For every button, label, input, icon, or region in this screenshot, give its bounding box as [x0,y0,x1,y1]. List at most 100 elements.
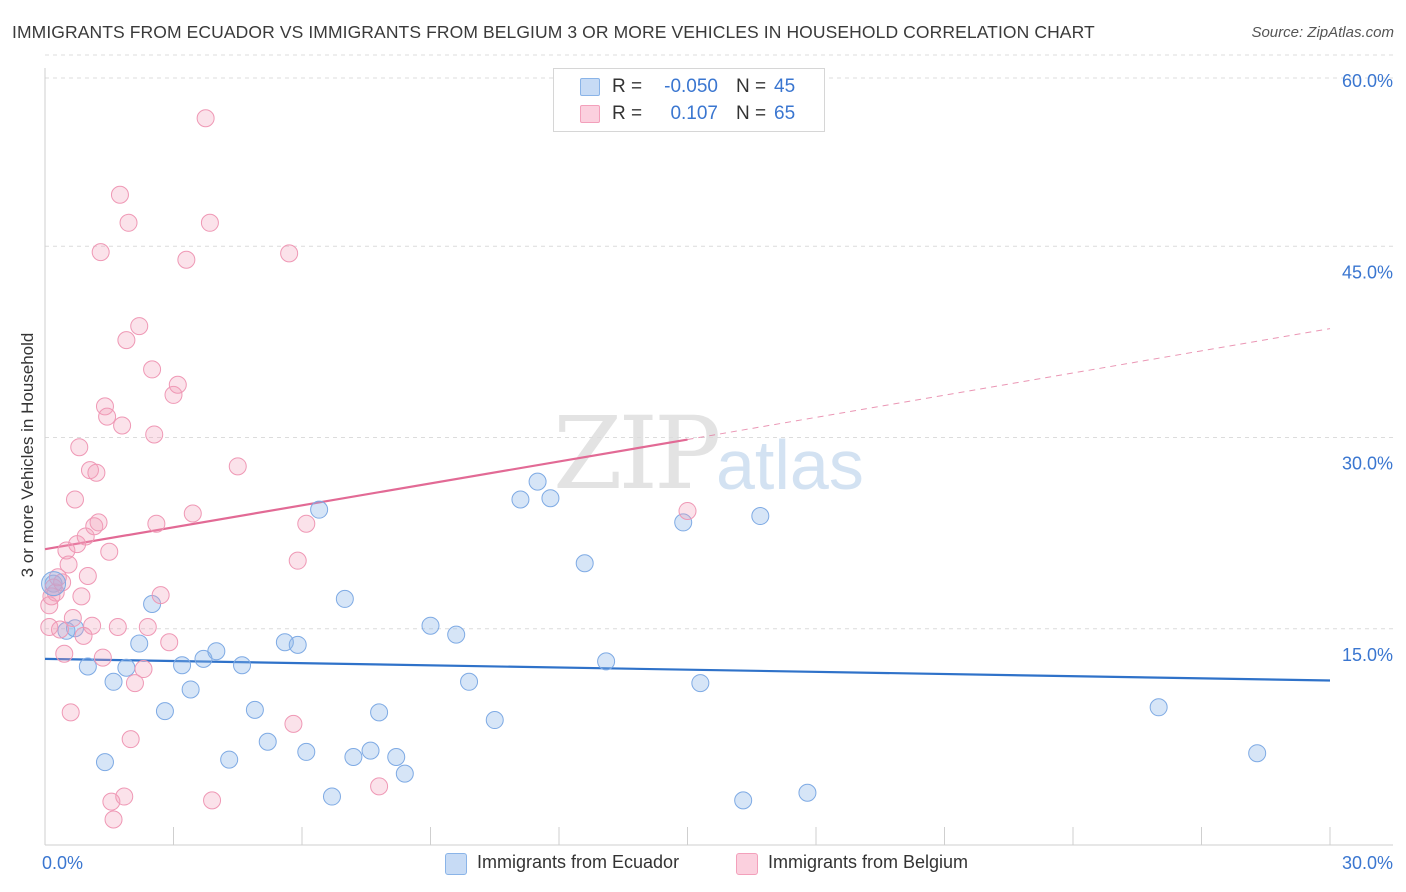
ecuador-point [798,783,817,802]
y-tick-label: 60.0% [1342,71,1393,91]
correlation-legend: R = -0.050 N = 45 R = 0.107 N = 65 [553,68,825,132]
belgium-point [50,620,69,639]
belgium-point [93,648,112,667]
ecuador-legend-label: Immigrants from Ecuador [477,852,680,872]
ecuador-point [78,657,97,676]
y-tick-label: 45.0% [1342,262,1393,282]
belgium-point [104,810,123,829]
belgium-legend-swatch [736,853,758,875]
chart-title: IMMIGRANTS FROM ECUADOR VS IMMIGRANTS FR… [12,22,1095,42]
ecuador-point [674,513,693,532]
belgium-point [91,243,110,262]
ecuador-point [460,672,479,691]
belgium-point [78,566,97,585]
ecuador-point [344,748,363,767]
belgium-point [160,633,179,652]
belgium-point [108,617,127,636]
belgium-point [145,425,164,444]
belgium-point [87,463,106,482]
r-value: 0.107 [670,103,718,124]
r-label: R = [612,103,643,124]
belgium-point [57,541,76,560]
belgium-point [70,438,89,457]
belgium-point [196,109,215,128]
ecuador-point [734,791,753,810]
y-tick-label: 15.0% [1342,645,1393,665]
ecuador-point [207,642,226,661]
ecuador-point [575,554,594,573]
ecuador-point [541,489,560,508]
ecuador-point [181,680,200,699]
ecuador-point [597,652,616,671]
belgium-point [297,514,316,533]
belgium-swatch [580,105,600,123]
belgium-point [288,551,307,570]
ecuador-point [104,672,123,691]
belgium-point [100,542,119,561]
belgium-point [59,555,78,574]
ecuador-point [335,589,354,608]
ecuador-point [310,500,329,519]
belgium-point [119,213,138,232]
ecuador-point [387,748,406,767]
watermark-atlas: atlas [716,426,864,504]
belgium-point [164,385,183,404]
r-label: R = [612,76,643,97]
belgium-point [121,730,140,749]
x-tick-label: 0.0% [42,853,83,873]
ecuador-point [130,634,149,653]
belgium-point [134,660,153,679]
belgium-point [228,457,247,476]
ecuador-point [258,732,277,751]
watermark-zip: ZIP [553,395,721,512]
belgium-point [98,407,117,426]
belgium-point [183,504,202,523]
belgium-point [110,185,129,204]
belgium-trend-line [44,438,688,551]
ecuador-trend-line [44,657,1331,682]
belgium-legend-label: Immigrants from Belgium [768,852,969,872]
n-label: N = [736,103,767,124]
ecuador-point [117,658,136,677]
y-tick-label: 30.0% [1342,454,1393,474]
belgium-point [113,416,132,435]
n-value: 45 [774,76,796,97]
belgium-point [83,616,102,635]
belgium-point [151,586,170,605]
belgium-point [65,490,84,509]
tick-labels: 15.0% 30.0% 45.0% 60.0% 0.0% 30.0% [42,71,1393,873]
ecuador-point [421,616,440,635]
ecuador-point [233,656,252,675]
n-value: 65 [774,103,796,124]
belgium-point [280,244,299,263]
belgium-point [46,583,65,602]
ecuador-point [511,490,530,509]
legend-row-belgium: R = 0.107 N = 65 [554,101,824,127]
ecuador-point [447,625,466,644]
belgium-point [55,644,74,663]
n-label: N = [736,76,767,97]
ecuador-point [485,711,504,730]
ecuador-point [751,507,770,526]
belgium-point [115,787,134,806]
belgium-point [53,573,72,592]
belgium-point [138,617,157,636]
ecuador-point [1248,744,1267,763]
data-points [40,109,1267,829]
ecuador-legend-swatch [445,853,467,875]
ecuador-point [322,787,341,806]
belgium-point [61,703,80,722]
ecuador-point [1149,698,1168,717]
ecuador-point [395,764,414,783]
ecuador-point [297,742,316,761]
belgium-point [117,331,136,350]
x-tick-label: 30.0% [1342,853,1393,873]
source-label: Source: ZipAtlas.com [1251,24,1394,41]
belgium-point [200,213,219,232]
ecuador-point [245,700,264,719]
belgium-point [143,360,162,379]
legend-row-ecuador: R = -0.050 N = 45 [554,74,824,100]
ecuador-point [288,635,307,654]
ecuador-point [95,753,114,772]
